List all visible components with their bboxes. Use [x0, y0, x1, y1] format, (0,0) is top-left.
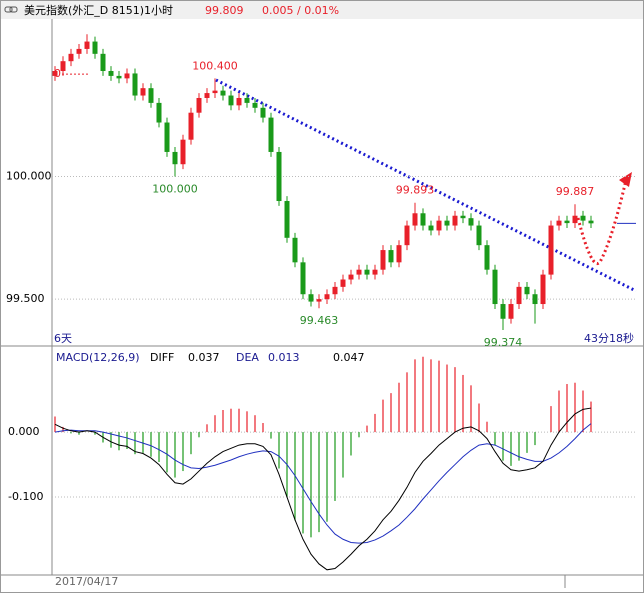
- candle-body: [516, 286, 522, 305]
- candle-body: [588, 220, 594, 224]
- candle-body: [148, 88, 154, 103]
- candle-body: [60, 61, 66, 72]
- title-bar: [1, 1, 643, 19]
- candle-body: [156, 102, 162, 123]
- candle-body: [364, 269, 370, 275]
- candle-body: [492, 269, 498, 305]
- candle-body: [132, 73, 138, 96]
- high-label: 99.887: [556, 185, 595, 198]
- candle-body: [124, 73, 130, 79]
- left-note: 6天: [54, 332, 72, 345]
- candle-body: [436, 220, 442, 231]
- diff-name: DIFF: [150, 351, 174, 364]
- candle-body: [52, 71, 58, 76]
- candle-body: [164, 122, 170, 152]
- candle-body: [196, 97, 202, 113]
- candle-body: [500, 304, 506, 319]
- candle-body: [180, 139, 186, 165]
- candle-body: [340, 279, 346, 287]
- dea-name: DEA: [236, 351, 259, 364]
- arrow-head: [619, 172, 632, 187]
- candle-body: [292, 237, 298, 263]
- candle-body: [396, 245, 402, 263]
- candle-body: [444, 220, 450, 226]
- candle-body: [260, 107, 266, 118]
- right-note: 43分18秒: [584, 331, 634, 345]
- candle-body: [332, 286, 338, 295]
- instrument-title: 美元指数(外汇_D 8151)1小时: [24, 3, 173, 17]
- candle-body: [92, 41, 98, 54]
- low-label: 99.374: [484, 336, 523, 349]
- dea-line: [54, 423, 592, 544]
- candle-body: [372, 269, 378, 275]
- candle-body: [268, 117, 274, 152]
- candle-body: [524, 286, 530, 295]
- macd-value: 0.047: [333, 351, 365, 364]
- low-label: 100.000: [152, 182, 198, 195]
- candle-body: [412, 213, 418, 226]
- candle-body: [556, 220, 562, 226]
- candle-body: [204, 93, 210, 98]
- candle-body: [388, 250, 394, 263]
- candle-body: [108, 71, 114, 76]
- y-tick-label: 0.000: [8, 425, 40, 438]
- candle-body: [572, 215, 578, 224]
- diff-line: [54, 407, 592, 571]
- candle-body: [468, 218, 474, 226]
- candle-body: [284, 201, 290, 238]
- y-tick-label: 99.500: [6, 292, 45, 305]
- high-label: 99.893: [396, 184, 435, 197]
- candle-body: [420, 213, 426, 226]
- candle-body: [84, 41, 90, 49]
- candle-body: [172, 151, 178, 165]
- macd-title: MACD(12,26,9): [56, 351, 140, 364]
- candle-body: [484, 245, 490, 270]
- price-change: 0.005 / 0.01%: [262, 4, 339, 17]
- candle-body: [460, 215, 466, 219]
- candle-body: [508, 304, 514, 319]
- candle-body: [188, 112, 194, 140]
- diff-value: 0.037: [188, 351, 220, 364]
- start-marker: 0: [54, 67, 61, 80]
- candle-body: [580, 215, 586, 221]
- candle-body: [348, 274, 354, 280]
- candle-body: [236, 97, 242, 106]
- candle-body: [100, 53, 106, 72]
- trend-line: [215, 78, 637, 293]
- date-label: 2017/04/17: [55, 575, 118, 588]
- candle-body: [276, 151, 282, 202]
- candle-body: [428, 225, 434, 231]
- candle-body: [212, 90, 218, 94]
- candle-body: [308, 294, 314, 302]
- candle-body: [380, 250, 386, 270]
- candle-body: [532, 294, 538, 305]
- candle-body: [228, 95, 234, 106]
- candle-body: [564, 220, 570, 224]
- candle-body: [244, 97, 250, 103]
- candle-body: [116, 75, 122, 79]
- candle-body: [356, 269, 362, 275]
- y-tick-label: 100.000: [6, 169, 52, 182]
- last-price: 99.809: [205, 4, 244, 17]
- low-label: 99.463: [300, 314, 339, 327]
- candle-body: [76, 48, 82, 54]
- candle-body: [220, 90, 226, 96]
- candle-body: [452, 215, 458, 226]
- candle-body: [140, 88, 146, 96]
- candle-body: [300, 262, 306, 295]
- high-label: 100.400: [192, 59, 238, 72]
- y-tick-label: -0.100: [8, 490, 43, 503]
- dea-value: 0.013: [268, 351, 300, 364]
- candle-body: [404, 225, 410, 246]
- candle-body: [316, 299, 322, 302]
- candle-body: [252, 102, 258, 108]
- candle-body: [476, 225, 482, 246]
- candle-body: [548, 225, 554, 275]
- candle-body: [324, 294, 330, 300]
- candle-body: [68, 53, 74, 62]
- link-icon: [4, 6, 18, 13]
- candle-body: [540, 274, 546, 305]
